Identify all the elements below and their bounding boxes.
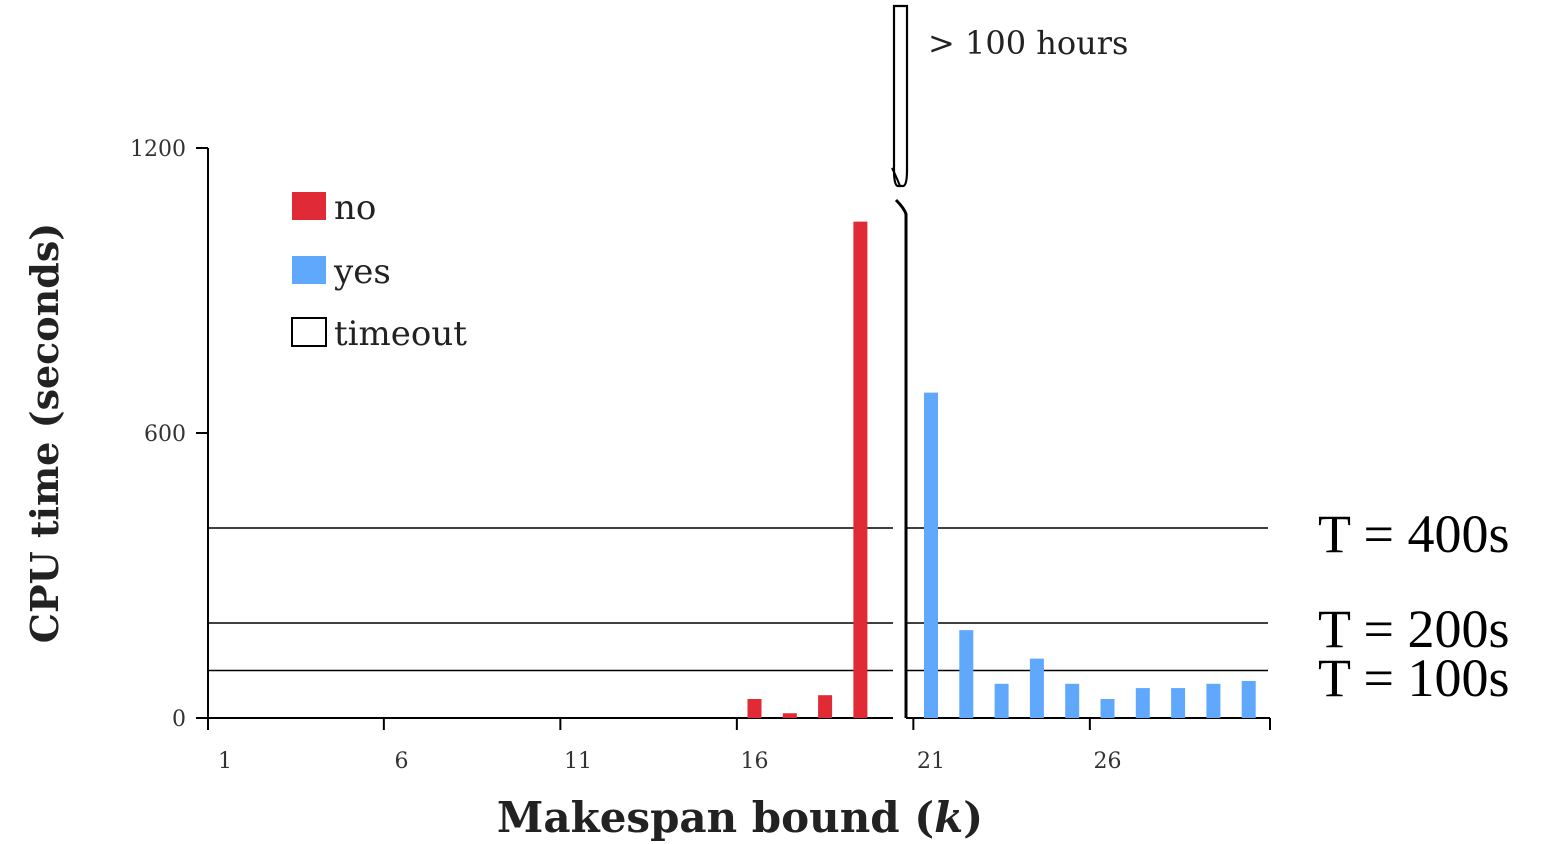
bar-yes [1241, 680, 1256, 718]
x-tick-label: 21 [917, 749, 945, 774]
x-tick-label: 11 [564, 749, 592, 774]
bar-yes [1171, 688, 1186, 718]
timeout-annotation: > 100 hours [928, 24, 1128, 62]
bar-yes [924, 392, 938, 718]
x-tick-label: 26 [1094, 749, 1122, 774]
bar-yes [1206, 683, 1221, 718]
legend-label-no: no [334, 188, 376, 228]
bar-no [853, 221, 868, 718]
x-tick-label: 6 [395, 749, 409, 774]
bar-yes [1029, 658, 1044, 718]
bar-no [747, 699, 762, 718]
threshold-label: T = 400s [1318, 504, 1509, 564]
bar-yes [994, 683, 1009, 718]
y-tick-label: 600 [144, 422, 186, 447]
threshold-label: T = 100s [1318, 648, 1509, 708]
legend-swatch-no [292, 192, 326, 220]
break-mark-right [894, 198, 908, 718]
legend-label-yes: yes [333, 252, 391, 292]
bar-yes [1065, 683, 1080, 718]
axis-break-gap [893, 148, 906, 722]
bar-yes [1135, 688, 1150, 718]
y-axis-title: CPU time (seconds) [22, 223, 67, 643]
legend-swatch-yes [292, 256, 326, 284]
bar-no [818, 695, 833, 718]
bar-yes [959, 630, 974, 718]
y-tick-label: 0 [172, 707, 186, 732]
bar-yes [1100, 699, 1115, 718]
x-tick-label: 1 [218, 749, 232, 774]
threshold-label: T = 200s [1318, 599, 1509, 659]
x-axis-title: Makespan bound (k) [497, 793, 983, 842]
break-mark-left [891, 167, 901, 187]
y-tick-label: 1200 [130, 137, 186, 162]
x-tick-label: 16 [741, 749, 769, 774]
bar-no [782, 713, 797, 718]
timeout-bar [892, 4, 909, 188]
legend-swatch-timeout [291, 317, 327, 347]
legend-label-timeout: timeout [334, 314, 467, 354]
